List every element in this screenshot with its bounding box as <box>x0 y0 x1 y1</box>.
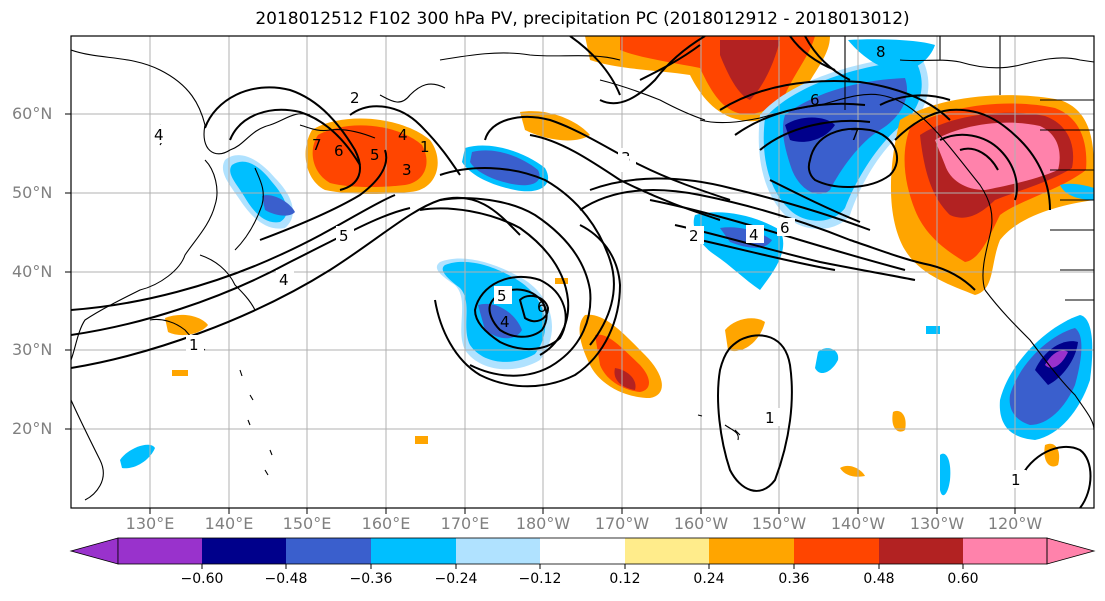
colorbar-bin <box>540 538 625 564</box>
contour-label: 4 <box>154 126 164 144</box>
lon-label: 140°E <box>204 514 254 533</box>
colorbar-bin <box>456 538 540 564</box>
colorbar-extend-high <box>1046 537 1096 565</box>
contour-label: 4 <box>398 126 408 144</box>
colorbar-bin <box>963 538 1047 564</box>
colorbar-tick-label: 0.60 <box>947 571 979 587</box>
contour-label: 3 <box>402 161 412 179</box>
colorbar-bin <box>794 538 879 564</box>
contour-label: 6 <box>334 142 344 160</box>
colorbar-tick-label: 0.12 <box>609 571 641 587</box>
lon-label: 120°W <box>987 514 1043 533</box>
contour-label: 8 <box>876 43 886 61</box>
contour-label: 6 <box>537 298 547 316</box>
colorbar <box>69 537 1096 569</box>
colorbar-tick-label: −0.48 <box>264 571 308 587</box>
colorbar-tick-label: −0.60 <box>180 571 224 587</box>
lon-label: 180°W <box>515 514 571 533</box>
contour-label: 6 <box>810 91 820 109</box>
colorbar-bin <box>625 538 709 564</box>
lon-label: 150°E <box>282 514 332 533</box>
lon-label: 150°W <box>751 514 807 533</box>
contour-label: 2 <box>350 89 360 107</box>
contour-label: 6 <box>780 219 790 237</box>
contour-label: 5 <box>370 146 380 164</box>
contour-label: 4 <box>749 226 759 244</box>
contour-label: 1 <box>765 409 775 427</box>
colorbar-bin <box>371 538 456 564</box>
lat-label: 60°N <box>12 104 53 123</box>
colorbar-extend-low <box>69 537 119 565</box>
map-title: 2018012512 F102 300 hPa PV, precipitatio… <box>255 9 910 29</box>
axis-ticks <box>65 113 1016 514</box>
contour-label: 2 <box>689 227 699 245</box>
contour-label: 5 <box>497 287 507 305</box>
colorbar-tick-label: −0.24 <box>434 571 478 587</box>
lat-label: 40°N <box>12 262 53 281</box>
contour-label: 1 <box>189 336 199 354</box>
colorbar-tick-label: −0.36 <box>349 571 393 587</box>
precip-shading <box>120 36 1094 496</box>
lon-label: 170°W <box>594 514 650 533</box>
graticule <box>71 36 1094 508</box>
lon-label: 160°E <box>361 514 411 533</box>
contour-label: 1 <box>1011 471 1021 489</box>
contour-label: 7 <box>850 126 860 144</box>
lon-label: 140°W <box>830 514 886 533</box>
colorbar-tick-label: 0.36 <box>778 571 810 587</box>
contour-label: 4 <box>279 271 289 289</box>
pv-contours <box>71 36 1092 508</box>
contour-label: 4 <box>500 313 510 331</box>
lon-label: 170°E <box>440 514 490 533</box>
lon-label: 130°W <box>909 514 965 533</box>
lon-label: 130°E <box>125 514 175 533</box>
colorbar-bin <box>879 538 963 564</box>
map-plot-area: 4 5 4 1 2 6 7 5 4 3 1 3 5 4 6 2 4 <box>71 36 1094 508</box>
colorbar-tick-label: −0.12 <box>518 571 562 587</box>
colorbar-tick-label: 0.48 <box>863 571 895 587</box>
contour-label: 7 <box>312 136 322 154</box>
contour-label: 5 <box>339 227 349 245</box>
colorbar-tick-label: 0.24 <box>693 571 725 587</box>
lat-label: 20°N <box>12 419 53 438</box>
lat-label: 50°N <box>12 183 53 202</box>
contour-label: 1 <box>420 138 430 156</box>
pv-contour-labels: 4 5 4 1 2 6 7 5 4 3 1 3 5 4 6 2 4 <box>151 43 1026 489</box>
lon-label: 160°W <box>673 514 729 533</box>
colorbar-bin <box>286 538 371 564</box>
colorbar-bin <box>202 538 286 564</box>
colorbar-bin <box>709 538 794 564</box>
colorbar-bin <box>118 538 202 564</box>
lat-label: 30°N <box>12 340 53 359</box>
